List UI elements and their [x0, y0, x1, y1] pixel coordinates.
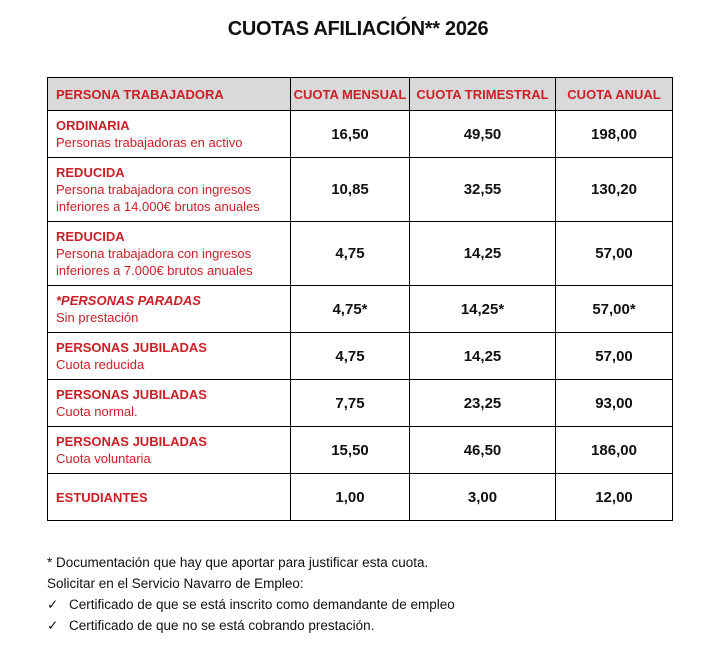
table-header-row: PERSONA TRABAJADORA CUOTA MENSUAL CUOTA … — [47, 77, 673, 111]
quarterly-fee-value: 32,55 — [409, 157, 556, 222]
row-category-label: REDUCIDA — [56, 165, 125, 180]
annual-fee-value: 130,20 — [555, 157, 673, 222]
fee-table-body: ORDINARIA Personas trabajadoras en activ… — [47, 110, 673, 521]
quarterly-fee-value: 49,50 — [409, 110, 556, 158]
table-row: PERSONAS JUBILADAS Cuota normal. 7,75 23… — [47, 379, 673, 427]
checklist-item-text: Certificado de que se está inscrito como… — [69, 597, 455, 612]
footnote-solicitar: Solicitar en el Servicio Navarro de Empl… — [47, 576, 304, 591]
row-category-description: Cuota voluntaria — [56, 451, 151, 466]
annual-fee-value: 57,00 — [555, 332, 673, 380]
table-row: REDUCIDA Persona trabajadora con ingreso… — [47, 221, 673, 286]
monthly-fee-value: 4,75 — [290, 332, 410, 380]
header-cuota-mensual: CUOTA MENSUAL — [290, 77, 410, 111]
row-category-description: Persona trabajadora con ingresos inferio… — [56, 182, 260, 214]
monthly-fee-value: 4,75* — [290, 285, 410, 333]
table-row: ESTUDIANTES 1,00 3,00 12,00 — [47, 473, 673, 521]
row-category-label: *PERSONAS PARADAS — [56, 293, 201, 308]
monthly-fee-value: 1,00 — [290, 473, 410, 521]
checklist: ✓ Certificado de que se está inscrito com… — [47, 594, 716, 636]
row-category-label: PERSONAS JUBILADAS — [56, 434, 207, 449]
header-cuota-trimestral: CUOTA TRIMESTRAL — [409, 77, 556, 111]
row-category-label: PERSONAS JUBILADAS — [56, 340, 207, 355]
quarterly-fee-value: 14,25 — [409, 332, 556, 380]
monthly-fee-value: 7,75 — [290, 379, 410, 427]
row-category-description: Persona trabajadora con ingresos inferio… — [56, 246, 253, 278]
monthly-fee-value: 15,50 — [290, 426, 410, 474]
checklist-item: ✓ Certificado de que no se está cobrando … — [47, 615, 716, 636]
footnotes-block: * Documentación que hay que aportar para… — [47, 552, 716, 636]
row-category-label: ORDINARIA — [56, 118, 130, 133]
table-row: *PERSONAS PARADAS Sin prestación 4,75* 1… — [47, 285, 673, 333]
row-category-label: ESTUDIANTES — [56, 489, 148, 505]
monthly-fee-value: 16,50 — [290, 110, 410, 158]
checklist-item: ✓ Certificado de que se está inscrito com… — [47, 594, 716, 615]
annual-fee-value: 57,00* — [555, 285, 673, 333]
table-row: ORDINARIA Personas trabajadoras en activ… — [47, 110, 673, 158]
header-cuota-anual: CUOTA ANUAL — [555, 77, 673, 111]
monthly-fee-value: 4,75 — [290, 221, 410, 286]
row-category-label: PERSONAS JUBILADAS — [56, 387, 207, 402]
quarterly-fee-value: 3,00 — [409, 473, 556, 521]
monthly-fee-value: 10,85 — [290, 157, 410, 222]
annual-fee-value: 186,00 — [555, 426, 673, 474]
annual-fee-value: 12,00 — [555, 473, 673, 521]
checklist-item-text: Certificado de que no se está cobrando p… — [69, 618, 375, 633]
quarterly-fee-value: 14,25* — [409, 285, 556, 333]
fees-table: PERSONA TRABAJADORA CUOTA MENSUAL CUOTA … — [47, 77, 673, 521]
table-row: REDUCIDA Persona trabajadora con ingreso… — [47, 157, 673, 222]
row-category-description: Cuota reducida — [56, 357, 145, 372]
footnote-documentation: * Documentación que hay que aportar para… — [47, 555, 429, 570]
quarterly-fee-value: 14,25 — [409, 221, 556, 286]
quarterly-fee-value: 23,25 — [409, 379, 556, 427]
annual-fee-value: 93,00 — [555, 379, 673, 427]
row-category-description: Personas trabajadoras en activo — [56, 135, 243, 150]
checkmark-icon: ✓ — [47, 618, 59, 633]
row-category-description: Cuota normal. — [56, 404, 138, 419]
annual-fee-value: 198,00 — [555, 110, 673, 158]
quarterly-fee-value: 46,50 — [409, 426, 556, 474]
page-title: CUOTAS AFILIACIÓN** 2026 — [227, 18, 489, 40]
table-row: PERSONAS JUBILADAS Cuota reducida 4,75 1… — [47, 332, 673, 380]
annual-fee-value: 57,00 — [555, 221, 673, 286]
header-persona-trabajadora: PERSONA TRABAJADORA — [47, 77, 291, 111]
row-category-description: Sin prestación — [56, 310, 139, 325]
table-row: PERSONAS JUBILADAS Cuota voluntaria 15,5… — [47, 426, 673, 474]
row-category-label: REDUCIDA — [56, 229, 125, 244]
checkmark-icon: ✓ — [47, 597, 59, 612]
